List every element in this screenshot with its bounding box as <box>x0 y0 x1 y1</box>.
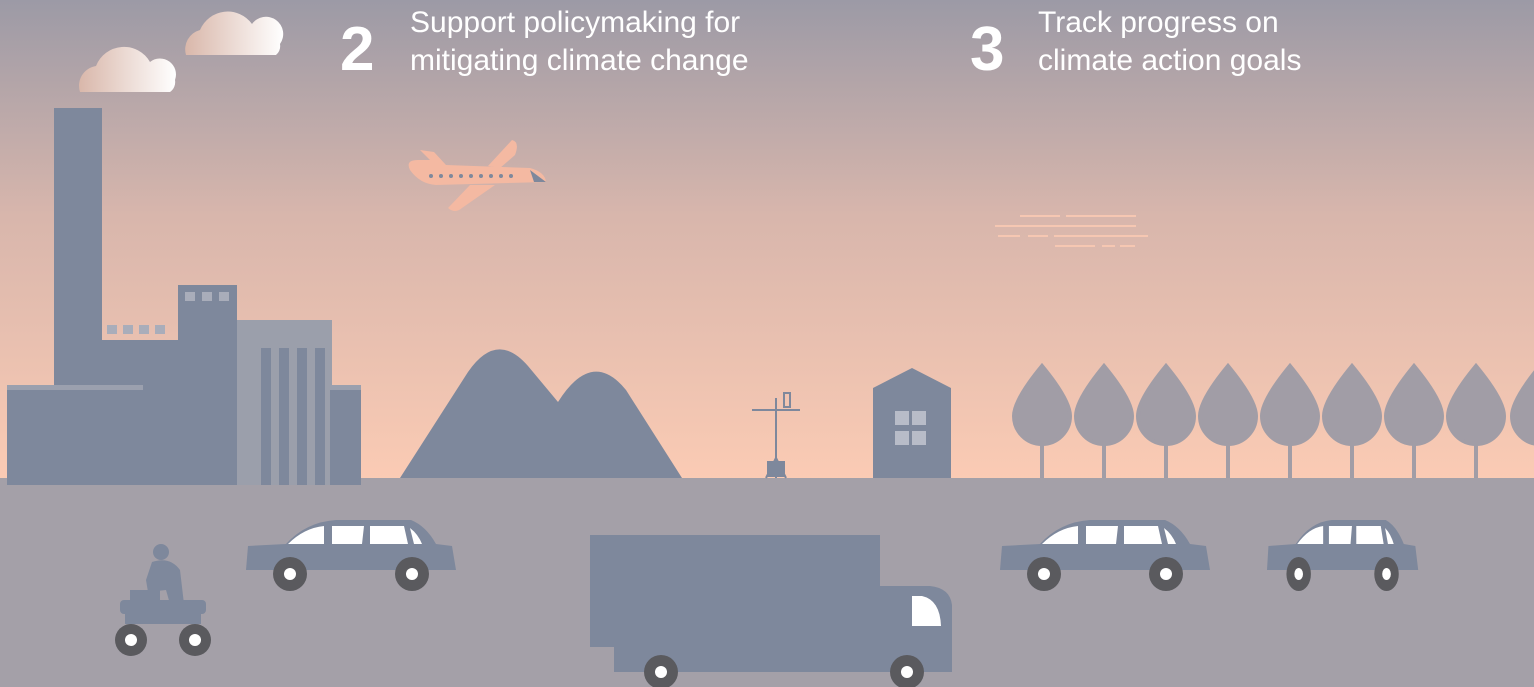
step-text: climate action goals <box>1038 44 1301 77</box>
house <box>873 368 951 478</box>
plane <box>408 140 546 211</box>
step-number: 3 <box>970 15 1004 84</box>
step-text: Track progress on <box>1038 6 1279 39</box>
step-number: 2 <box>340 15 374 84</box>
atv-rider <box>115 544 211 656</box>
factory <box>7 108 361 485</box>
step-text: Support policymaking for <box>410 6 740 39</box>
clouds <box>79 11 284 92</box>
mountains <box>400 349 682 478</box>
weather-station <box>752 392 800 479</box>
truck <box>590 535 952 687</box>
step-text: mitigating climate change <box>410 44 749 77</box>
wind <box>995 215 1148 247</box>
trees <box>1012 364 1534 478</box>
